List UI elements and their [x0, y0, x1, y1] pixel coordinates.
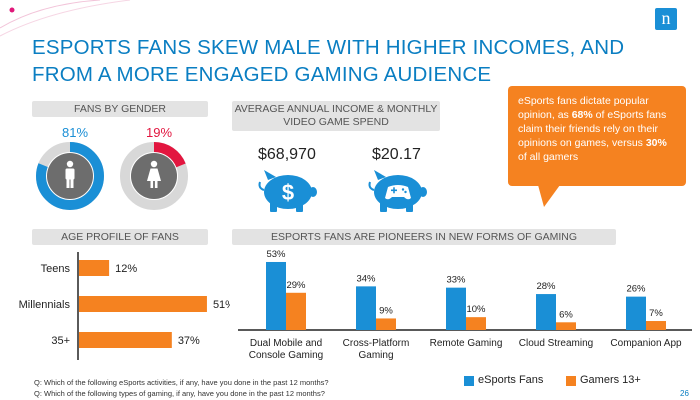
pioneers-category-label: Companion App — [610, 338, 682, 349]
age-header: AGE PROFILE OF FANS — [32, 229, 208, 245]
svg-text:$: $ — [282, 180, 294, 205]
callout-text-middle: of eSports fans claim their friends rely… — [518, 109, 667, 149]
footnote-2: Q: Which of the following types of gamin… — [34, 389, 325, 398]
age-value-label: 51% — [213, 299, 230, 311]
male-person-icon — [65, 160, 75, 188]
female-person-icon — [147, 160, 161, 188]
callout-bold-1: 68% — [571, 109, 593, 121]
spend-value: $20.17 — [372, 146, 421, 163]
pioneers-value-label: 10% — [466, 304, 486, 315]
nielsen-logo: n — [655, 8, 677, 30]
age-category-label: Teens — [41, 263, 71, 275]
female-percent: 19% — [146, 125, 173, 140]
footnote-1: Q: Which of the following eSports activi… — [34, 378, 329, 387]
page-number: 26 — [680, 389, 689, 398]
pioneers-bar — [556, 322, 576, 330]
pioneers-category-label: Cross-Platform — [343, 338, 410, 349]
pioneers-bar — [466, 317, 486, 330]
legend-label-gamers: Gamers 13+ — [580, 374, 641, 386]
pioneers-value-label: 7% — [649, 308, 663, 319]
income-header-line1: AVERAGE ANNUAL INCOME & MONTHLY — [234, 103, 438, 115]
pioneers-header: ESPORTS FANS ARE PIONEERS IN NEW FORMS O… — [232, 229, 616, 245]
callout-bubble: eSports fans dictate popular opinion, as… — [508, 86, 686, 186]
age-value-label: 12% — [115, 263, 137, 275]
legend-swatch-gamers — [566, 376, 576, 386]
piggy-bank-gamepad-icon — [368, 170, 427, 212]
age-bar-chart: Teens 12% Millennials 51% 35+ 37% — [19, 252, 230, 360]
pioneers-category-label: Cloud Streaming — [519, 338, 593, 349]
pioneers-bar — [646, 321, 666, 330]
pioneers-bar — [286, 292, 306, 330]
piggy-banks: $ — [258, 170, 427, 212]
pioneers-value-label: 9% — [379, 305, 393, 316]
pioneers-value-label: 29% — [286, 280, 306, 291]
callout-text-after: of all gamers — [518, 151, 579, 163]
male-donut — [36, 142, 104, 210]
pioneers-category-label: Remote Gaming — [430, 338, 503, 349]
pioneers-category-label: Dual Mobile and — [250, 338, 322, 349]
pioneers-category-label: Gaming — [358, 350, 393, 361]
pioneers-value-label: 34% — [356, 273, 376, 284]
pioneers-bar — [376, 318, 396, 330]
income-header: AVERAGE ANNUAL INCOME & MONTHLY VIDEO GA… — [232, 101, 440, 131]
pioneers-category-label: Console Gaming — [249, 350, 323, 361]
male-percent: 81% — [62, 125, 89, 140]
age-bar — [79, 296, 207, 312]
pioneers-bar — [356, 286, 376, 330]
age-category-label: 35+ — [51, 335, 70, 347]
page-title: ESPORTS FANS SKEW MALE WITH HIGHER INCOM… — [32, 36, 625, 86]
gender-donuts — [36, 142, 188, 210]
pioneers-bar — [536, 294, 556, 330]
pioneers-value-label: 53% — [266, 250, 286, 260]
callout-tail — [538, 185, 560, 207]
age-value-label: 37% — [178, 335, 200, 347]
piggy-bank-dollar-icon: $ — [258, 170, 317, 212]
legend-label-esports: eSports Fans — [478, 374, 544, 386]
decorative-dot — [9, 7, 15, 13]
pioneers-bar — [266, 261, 286, 330]
pioneers-value-label: 28% — [536, 281, 556, 292]
age-bar — [79, 332, 172, 348]
legend-swatch-esports — [464, 376, 474, 386]
age-category-label: Millennials — [19, 299, 71, 311]
pioneers-bar — [446, 287, 466, 330]
callout-bold-2: 30% — [645, 137, 667, 149]
pioneers-value-label: 6% — [559, 309, 573, 320]
gender-header: FANS BY GENDER — [32, 101, 208, 117]
income-value: $68,970 — [258, 146, 316, 163]
callout-text-before: eSports fans dictate popular opinion, as — [518, 95, 649, 121]
female-donut — [120, 142, 188, 210]
pioneers-bar — [626, 296, 646, 330]
decorative-arcs — [0, 0, 131, 37]
pioneers-value-label: 33% — [446, 275, 466, 286]
pioneers-value-label: 26% — [626, 284, 646, 295]
age-bar — [79, 260, 110, 276]
income-header-line2: VIDEO GAME SPEND — [283, 116, 389, 128]
